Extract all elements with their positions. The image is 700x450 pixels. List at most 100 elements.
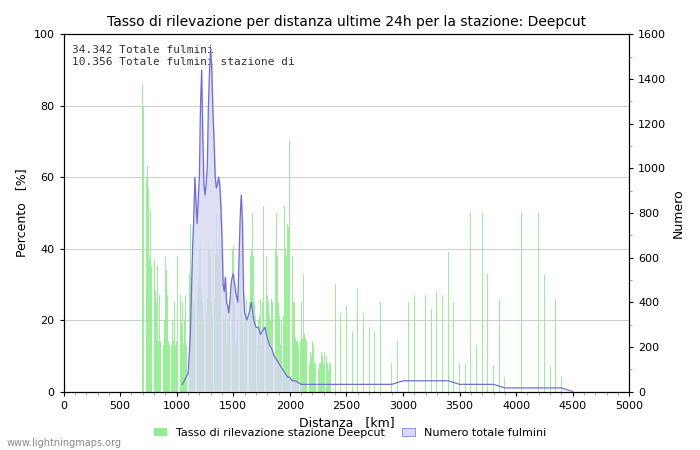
Bar bbox=[329, 363, 330, 392]
Bar bbox=[277, 256, 278, 392]
Bar bbox=[293, 302, 294, 392]
Bar bbox=[465, 363, 466, 392]
Bar bbox=[316, 363, 318, 392]
Bar bbox=[237, 320, 238, 392]
Bar bbox=[162, 345, 164, 392]
Bar bbox=[148, 188, 149, 392]
Bar bbox=[257, 345, 258, 392]
Text: www.lightningmaps.org: www.lightningmaps.org bbox=[7, 438, 122, 448]
Bar bbox=[210, 256, 211, 392]
Bar bbox=[296, 342, 297, 392]
Bar bbox=[165, 256, 166, 392]
Bar bbox=[250, 256, 251, 392]
Bar bbox=[226, 345, 227, 392]
Bar bbox=[158, 342, 159, 392]
Bar bbox=[327, 363, 328, 392]
Bar bbox=[286, 256, 287, 392]
Y-axis label: Percento   [%]: Percento [%] bbox=[15, 169, 28, 257]
Bar bbox=[166, 270, 167, 392]
Bar bbox=[190, 224, 191, 392]
Bar bbox=[397, 342, 398, 392]
Bar bbox=[357, 288, 358, 392]
Bar bbox=[437, 292, 438, 392]
Bar bbox=[305, 338, 306, 392]
Bar bbox=[303, 274, 304, 392]
Bar bbox=[290, 227, 291, 392]
Bar bbox=[202, 302, 203, 392]
Bar bbox=[285, 249, 286, 392]
Bar bbox=[244, 320, 245, 392]
Bar bbox=[184, 320, 185, 392]
Bar bbox=[323, 363, 324, 392]
Bar bbox=[215, 256, 216, 392]
Bar bbox=[313, 345, 314, 392]
Bar bbox=[351, 331, 353, 392]
Bar bbox=[236, 342, 237, 392]
Bar bbox=[314, 363, 315, 392]
Bar bbox=[198, 277, 199, 392]
Bar bbox=[182, 302, 183, 392]
Bar bbox=[279, 316, 280, 392]
Bar bbox=[157, 266, 158, 392]
Y-axis label: Numero: Numero bbox=[672, 188, 685, 238]
X-axis label: Distanza   [km]: Distanza [km] bbox=[299, 416, 394, 429]
Bar bbox=[201, 292, 202, 392]
Bar bbox=[330, 363, 331, 392]
Bar bbox=[186, 345, 188, 392]
Bar bbox=[498, 299, 500, 392]
Bar bbox=[175, 345, 176, 392]
Bar bbox=[181, 324, 182, 392]
Bar bbox=[208, 245, 209, 392]
Bar bbox=[408, 302, 409, 392]
Bar bbox=[414, 295, 415, 392]
Bar bbox=[245, 316, 246, 392]
Bar bbox=[311, 356, 312, 392]
Bar bbox=[555, 299, 556, 392]
Bar bbox=[246, 299, 247, 392]
Bar bbox=[262, 302, 263, 392]
Bar bbox=[312, 342, 313, 392]
Bar bbox=[476, 345, 477, 392]
Bar bbox=[145, 135, 146, 392]
Bar bbox=[278, 302, 279, 392]
Bar bbox=[209, 249, 210, 392]
Bar bbox=[177, 256, 178, 392]
Bar bbox=[294, 302, 295, 392]
Bar bbox=[363, 313, 364, 392]
Bar bbox=[180, 295, 181, 392]
Bar bbox=[391, 363, 392, 392]
Bar bbox=[167, 295, 168, 392]
Bar bbox=[193, 302, 194, 392]
Bar bbox=[248, 302, 250, 392]
Bar bbox=[200, 245, 201, 392]
Bar bbox=[346, 306, 347, 392]
Bar bbox=[183, 345, 184, 392]
Bar bbox=[172, 320, 173, 392]
Bar bbox=[254, 302, 256, 392]
Bar bbox=[340, 313, 341, 392]
Text: 34.342 Totale fulmini
10.356 Totale fulmini stazione di: 34.342 Totale fulmini 10.356 Totale fulm… bbox=[72, 45, 295, 67]
Bar bbox=[448, 252, 449, 392]
Bar bbox=[281, 320, 282, 392]
Bar bbox=[169, 345, 170, 392]
Bar bbox=[325, 352, 326, 392]
Bar bbox=[253, 256, 254, 392]
Bar bbox=[322, 356, 323, 392]
Bar bbox=[176, 342, 177, 392]
Bar bbox=[284, 206, 285, 392]
Bar bbox=[224, 320, 225, 392]
Bar bbox=[156, 302, 157, 392]
Bar bbox=[487, 274, 489, 392]
Bar bbox=[228, 316, 229, 392]
Bar bbox=[204, 320, 206, 392]
Bar bbox=[301, 302, 302, 392]
Bar bbox=[195, 284, 197, 392]
Bar bbox=[459, 363, 460, 392]
Bar bbox=[260, 299, 261, 392]
Bar bbox=[221, 302, 223, 392]
Bar bbox=[470, 213, 471, 392]
Bar bbox=[538, 213, 539, 392]
Bar bbox=[153, 259, 155, 392]
Bar bbox=[292, 256, 293, 392]
Bar bbox=[218, 256, 219, 392]
